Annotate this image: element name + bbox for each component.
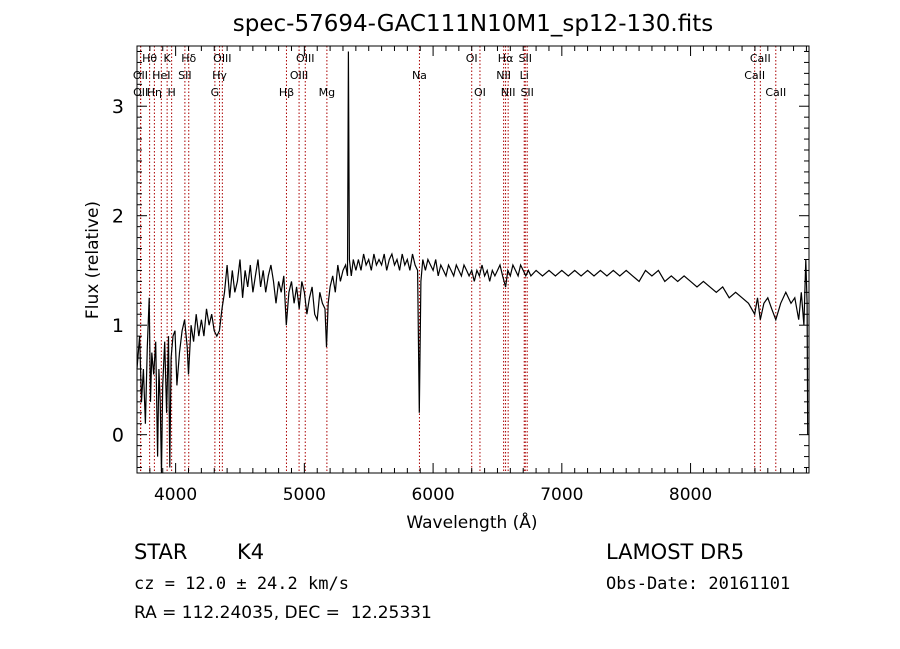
x-tick-label: 8000: [669, 485, 712, 505]
y-tick-label: 0: [112, 425, 124, 447]
line-marker-label-27: CaII: [765, 86, 786, 99]
observation-date: Obs-Date: 20161101: [606, 574, 791, 594]
line-marker-label-3: Hη: [147, 86, 162, 99]
line-marker-label-17: OI: [466, 52, 478, 65]
y-axis: 0 1 2 3: [112, 50, 809, 469]
line-marker-label-1: OII: [133, 69, 148, 82]
y-axis-label: Flux (relative): [83, 201, 103, 319]
x-tick-label: 7000: [540, 485, 583, 505]
object-class: STAR: [134, 540, 188, 564]
line-marker-label-5: K: [164, 52, 172, 65]
line-marker-label-15: Mg: [319, 86, 335, 99]
line-marker-label-0: Hθ: [142, 52, 157, 65]
line-marker-label-22: SII: [519, 52, 532, 65]
ra-dec-coordinates: RA = 112.24035, DEC = 12.25331: [134, 603, 432, 623]
line-marker-label-10: Hγ: [212, 69, 227, 82]
y-tick-label: 2: [112, 206, 124, 228]
line-marker-label-13: OIII: [290, 69, 308, 82]
line-marker-label-4: HeI: [152, 69, 170, 82]
x-tick-label: 6000: [411, 485, 454, 505]
survey-release: LAMOST DR5: [606, 540, 745, 564]
chart-title: spec-57694-GAC111N10M1_sp12-130.fits: [233, 11, 713, 37]
line-marker-label-23: Li: [520, 69, 529, 82]
x-tick-label: 5000: [283, 485, 326, 505]
line-marker-label-9: OIII: [213, 52, 231, 65]
line-marker-label-18: OI: [474, 86, 486, 99]
x-tick-label: 4000: [154, 485, 197, 505]
spectrum-line: [136, 51, 809, 474]
x-axis: 4000 5000 6000 7000 8000: [149, 46, 807, 505]
line-marker-label-14: Hβ: [279, 86, 294, 99]
x-axis-label: Wavelength (Å): [406, 511, 537, 533]
line-marker-label-6: H: [167, 86, 175, 99]
line-marker-label-21: NII: [501, 86, 516, 99]
plot-frame: [136, 45, 810, 474]
line-marker-label-24: SII: [520, 86, 533, 99]
redshift-velocity: cz = 12.0 ± 24.2 km/s: [134, 574, 349, 594]
line-marker-label-26: CaII: [744, 69, 765, 82]
line-marker-label-12: OIII: [296, 52, 314, 65]
y-tick-label: 1: [112, 315, 124, 337]
line-marker-label-11: G: [211, 86, 220, 99]
emission-line-markers: [139, 46, 777, 473]
line-marker-label-19: Hα: [498, 52, 514, 65]
line-marker-label-7: Hδ: [181, 52, 196, 65]
line-marker-label-16: Na: [412, 69, 427, 82]
line-marker-label-20: NII: [496, 69, 511, 82]
y-tick-label: 3: [112, 96, 124, 118]
line-marker-label-25: CaII: [750, 52, 771, 65]
object-subclass: K4: [237, 540, 265, 564]
line-marker-label-8: SII: [178, 69, 191, 82]
